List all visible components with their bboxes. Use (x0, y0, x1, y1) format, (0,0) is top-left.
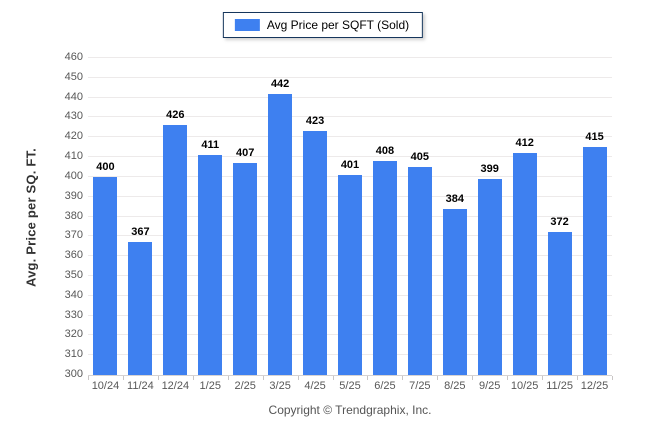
x-tick-label: 3/25 (269, 380, 291, 392)
y-tick-label: 360 (64, 249, 83, 262)
bar-value-label: 372 (550, 216, 569, 229)
bar-value-label: 415 (585, 131, 604, 144)
gridline (88, 116, 612, 118)
x-axis-tick (542, 376, 544, 380)
x-axis-tick (262, 376, 264, 380)
bar-value-label: 401 (340, 158, 360, 171)
x-axis-tick (122, 376, 124, 380)
x-tick-label: 9/25 (479, 380, 501, 392)
bar (477, 178, 502, 375)
bar-value-label: 399 (480, 162, 499, 175)
y-tick-label: 370 (64, 229, 83, 242)
x-axis-tick (297, 376, 299, 380)
plot-area: 400 367 426 411 407 442 423 401 408 405 384 399 412 3… (88, 57, 612, 376)
x-tick-label: 12/25 (580, 380, 609, 392)
legend: Avg Price per SQFT (Sold) (222, 12, 424, 38)
x-axis-tick (227, 376, 229, 380)
x-tick-label: 6/25 (374, 380, 396, 392)
x-tick-label: 11/24 (127, 380, 154, 392)
gridline (88, 96, 612, 98)
x-tick-label: 1/25 (199, 380, 221, 392)
x-axis-tick (192, 376, 194, 380)
y-tick-label: 390 (64, 189, 83, 202)
bar-value-label: 405 (410, 150, 430, 163)
x-tick-label: 10/25 (510, 380, 539, 392)
y-tick-label: 300 (64, 368, 83, 380)
footer-copyright: Copyright © Trendgraphix, Inc. (268, 403, 432, 417)
bar (442, 208, 467, 375)
y-tick-label: 320 (64, 328, 83, 341)
bar (547, 232, 572, 375)
bar (93, 176, 118, 375)
bar-value-label: 412 (515, 137, 534, 150)
gridline (88, 57, 612, 58)
bar (268, 93, 293, 375)
x-axis-tick (332, 376, 334, 380)
bar (128, 242, 153, 375)
y-tick-label: 410 (64, 150, 83, 163)
y-tick-label: 460 (64, 51, 83, 63)
x-tick-label: 7/25 (409, 380, 431, 392)
x-axis-tick (88, 376, 89, 380)
bar (338, 174, 362, 375)
y-tick-label: 430 (64, 110, 83, 123)
bar-value-label: 408 (375, 145, 395, 158)
bar (198, 155, 223, 375)
bar-value-label: 367 (131, 226, 150, 239)
y-tick-label: 440 (64, 90, 83, 103)
x-tick-label: 12/24 (161, 380, 190, 392)
x-tick-label: 10/24 (91, 380, 120, 392)
bar (233, 163, 258, 375)
x-tick-label: 5/25 (339, 380, 361, 392)
bar-value-label: 407 (236, 147, 255, 159)
x-axis-tick (577, 376, 579, 380)
bar-value-label: 442 (270, 77, 290, 90)
x-axis-tick (612, 376, 613, 380)
gridline (88, 156, 612, 158)
y-tick-label: 400 (64, 169, 83, 182)
bar (582, 147, 607, 375)
x-tick-label: 2/25 (234, 380, 256, 392)
bar-value-label: 400 (96, 160, 115, 173)
x-axis-tick (402, 376, 404, 380)
y-tick-label: 310 (64, 348, 83, 361)
bar-value-label: 384 (445, 192, 464, 205)
bar-value-label: 411 (201, 139, 220, 152)
x-tick-label: 4/25 (304, 380, 326, 392)
x-tick-label: 8/25 (444, 380, 466, 392)
bar (163, 125, 188, 375)
gridline (88, 136, 612, 138)
gridline (88, 76, 612, 78)
bar-value-label: 423 (305, 115, 325, 128)
y-tick-label: 450 (64, 70, 83, 83)
x-tick-label: 11/25 (546, 380, 573, 392)
x-axis-tick (507, 376, 509, 380)
y-tick-label: 350 (64, 268, 83, 281)
x-axis-tick (367, 376, 369, 380)
y-tick-label: 380 (64, 209, 83, 222)
bar (372, 161, 397, 375)
x-axis-tick (157, 376, 159, 380)
y-tick-label: 420 (64, 130, 83, 143)
x-axis-tick (437, 376, 439, 380)
y-tick-label: 330 (64, 308, 83, 321)
bar-value-label: 426 (166, 109, 185, 122)
bar (303, 131, 328, 375)
y-tick-label: 340 (64, 288, 83, 301)
bar (407, 166, 432, 375)
bar (512, 153, 537, 375)
legend-color-swatch-icon (234, 19, 260, 31)
legend-label: Avg Price per SQFT (Sold) (266, 18, 410, 32)
x-axis-tick (472, 376, 474, 380)
